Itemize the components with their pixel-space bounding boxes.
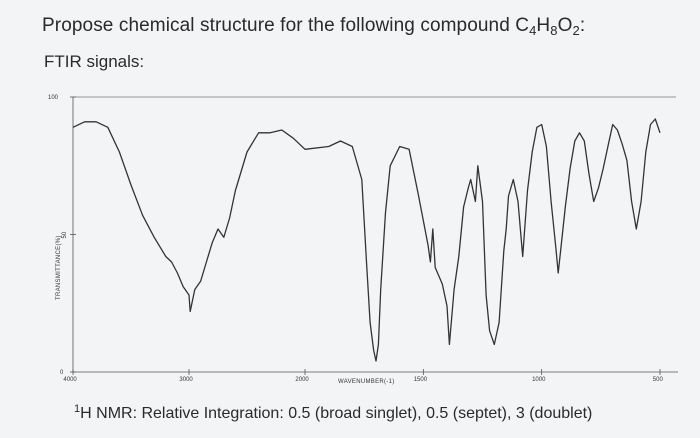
question-suffix: :	[579, 15, 586, 36]
nmr-nucleus-mass: 1	[74, 403, 81, 415]
nmr-text: 1H NMR: Relative Integration: 0.5 (broad…	[74, 404, 592, 424]
x-tick-label: 3000	[179, 377, 193, 383]
formula-carbon: C	[515, 15, 530, 36]
y-axis-title: TRANSMITTANCE(%)	[56, 235, 62, 300]
ftir-label: FTIR signals:	[44, 52, 145, 71]
ir-spectrum-line	[72, 118, 661, 362]
formula-oxygen-count: 2	[572, 23, 580, 38]
nmr-description: NMR: Relative Integration: 0.5 (broad si…	[91, 405, 593, 422]
x-tick-label: 2000	[295, 377, 309, 383]
x-axis-title: WAVENUMBER(-1)	[338, 379, 395, 385]
y-tick-label: 0	[60, 370, 64, 376]
series-layer	[72, 118, 661, 362]
y-axis-ticks: 100 50 0	[48, 95, 76, 376]
x-axis-ticks: 4000 3000 2000 1500 1000 500	[63, 369, 663, 383]
chart-frame	[72, 96, 678, 373]
formula-hydrogen: H	[536, 15, 551, 36]
question-prefix: Propose chemical structure for the follo…	[42, 15, 516, 36]
x-tick-label: 4000	[63, 377, 77, 383]
formula-oxygen: O	[557, 15, 573, 36]
formula-hydrogen-count: 8	[550, 23, 558, 38]
x-tick-label: 500	[653, 377, 664, 383]
y-tick-label: 50	[62, 231, 68, 238]
question-text: Propose chemical structure for the follo…	[42, 14, 585, 38]
x-tick-label: 1000	[532, 377, 546, 383]
formula-carbon-count: 4	[529, 23, 537, 38]
formula: C4H8O2	[515, 15, 580, 38]
x-tick-label: 1500	[414, 377, 428, 383]
nmr-nucleus: H	[80, 405, 92, 422]
y-tick-label: 100	[48, 95, 59, 101]
